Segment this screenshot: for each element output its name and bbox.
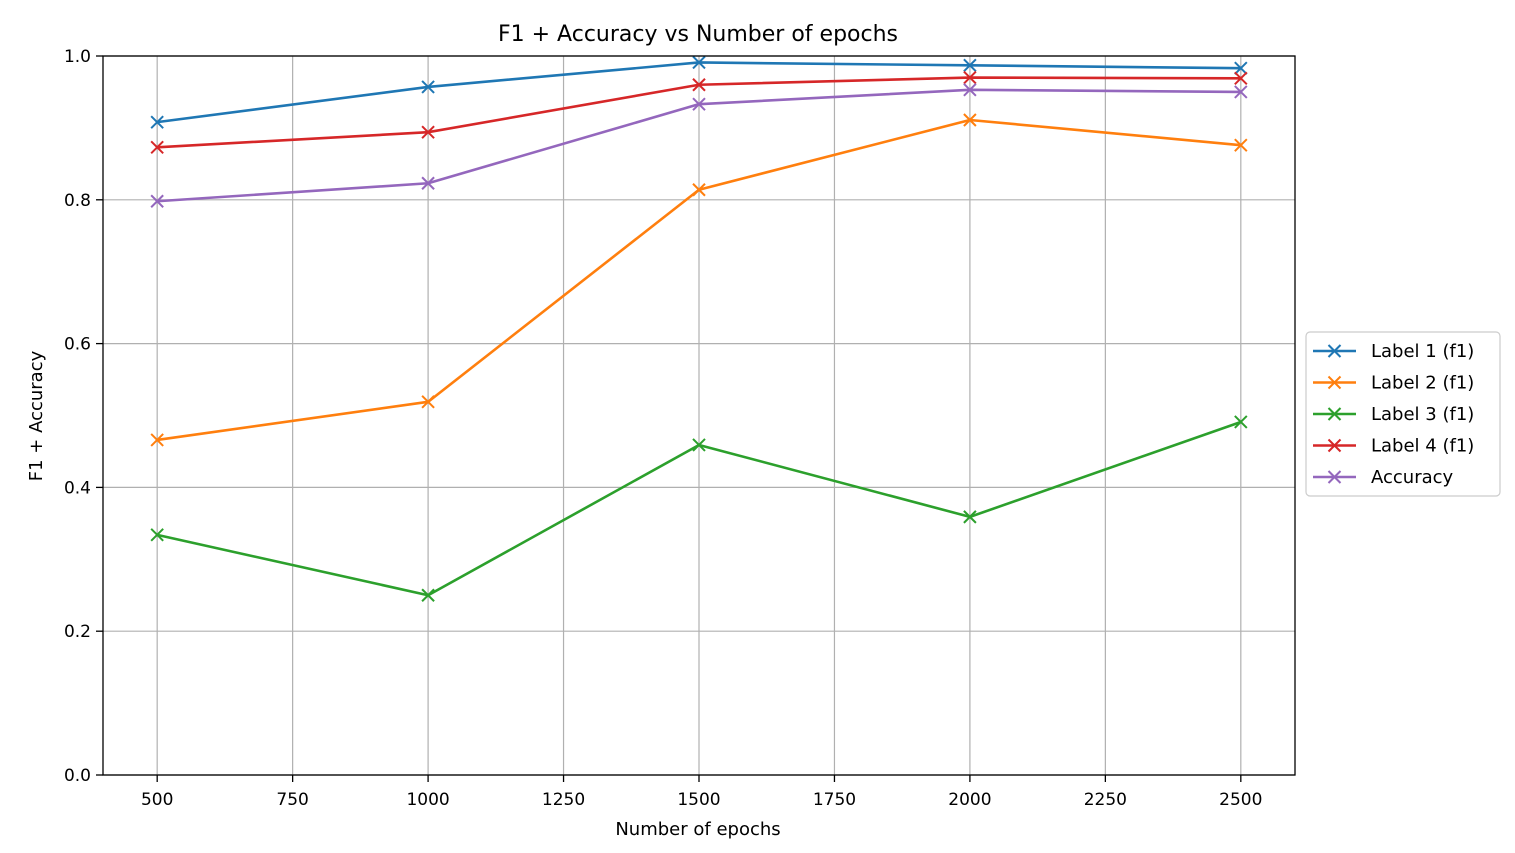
data-point xyxy=(692,55,706,70)
legend: Label 1 (f1) Label 2 (f1) Label 3 (f1) Labe… xyxy=(1305,331,1501,497)
data-point xyxy=(963,58,977,73)
legend-entry: Label 4 (f1) xyxy=(1313,436,1474,457)
x-axis-ticks: 500 750 1000 1250 1500 1750 2000 2250 2500 xyxy=(141,775,1262,810)
series-1 xyxy=(150,55,1248,129)
series-3 xyxy=(150,415,1248,602)
x-tick-label: 2500 xyxy=(1219,790,1262,810)
series-layer xyxy=(150,55,1248,602)
data-point xyxy=(150,194,164,208)
grid-layer xyxy=(103,55,1295,776)
legend-entry: Label 2 (f1) xyxy=(1313,373,1474,394)
data-point xyxy=(1234,61,1248,75)
legend-label: Accuracy xyxy=(1371,467,1454,488)
data-point xyxy=(1234,85,1248,99)
series-2 xyxy=(150,113,1248,447)
data-point xyxy=(963,113,977,127)
series-5 xyxy=(150,83,1248,208)
x-tick-label: 2250 xyxy=(1084,790,1127,810)
legend-entry: Accuracy xyxy=(1313,467,1454,488)
legend-label: Label 2 (f1) xyxy=(1371,373,1474,394)
y-tick-label: 0.8 xyxy=(64,191,91,211)
data-point xyxy=(692,97,706,111)
x-axis-label: Number of epochs xyxy=(615,819,780,840)
legend-entry: Label 3 (f1) xyxy=(1313,404,1474,425)
x-tick-label: 750 xyxy=(276,790,308,810)
y-axis-label: F1 + Accuracy xyxy=(26,350,47,481)
data-point xyxy=(421,176,435,190)
legend-entry: Label 1 (f1) xyxy=(1313,341,1474,362)
data-point xyxy=(421,125,435,139)
data-point xyxy=(963,83,977,97)
legend-label: Label 1 (f1) xyxy=(1371,341,1474,362)
data-point xyxy=(1234,138,1248,152)
data-point xyxy=(421,395,435,409)
data-point xyxy=(150,140,164,155)
x-tick-label: 500 xyxy=(141,790,173,810)
y-tick-label: 0.4 xyxy=(64,478,91,498)
data-point xyxy=(692,78,706,92)
series-4 xyxy=(150,70,1248,155)
data-point xyxy=(692,438,706,452)
data-point xyxy=(1234,71,1248,85)
data-point xyxy=(1234,415,1248,429)
data-point xyxy=(963,70,977,85)
chart-title: F1 + Accuracy vs Number of epochs xyxy=(498,22,898,47)
x-tick-label: 2000 xyxy=(948,790,991,810)
x-tick-label: 1250 xyxy=(542,790,585,810)
data-point xyxy=(150,528,164,542)
x-tick-label: 1750 xyxy=(813,790,856,810)
y-tick-label: 0.2 xyxy=(64,622,91,642)
y-axis-ticks: 0.0 0.2 0.4 0.6 0.8 1.0 xyxy=(64,47,103,786)
data-point xyxy=(421,80,435,94)
data-point xyxy=(963,510,977,524)
data-point xyxy=(150,433,164,447)
legend-label: Label 3 (f1) xyxy=(1371,404,1474,425)
y-tick-label: 1.0 xyxy=(64,47,91,67)
y-tick-label: 0.0 xyxy=(64,766,91,786)
data-point xyxy=(692,183,706,197)
legend-box xyxy=(1305,331,1501,497)
legend-label: Label 4 (f1) xyxy=(1371,436,1474,457)
y-tick-label: 0.6 xyxy=(64,335,91,355)
data-point xyxy=(150,115,164,129)
data-point xyxy=(421,588,435,602)
x-tick-label: 1500 xyxy=(677,790,720,810)
x-tick-label: 1000 xyxy=(406,790,449,810)
